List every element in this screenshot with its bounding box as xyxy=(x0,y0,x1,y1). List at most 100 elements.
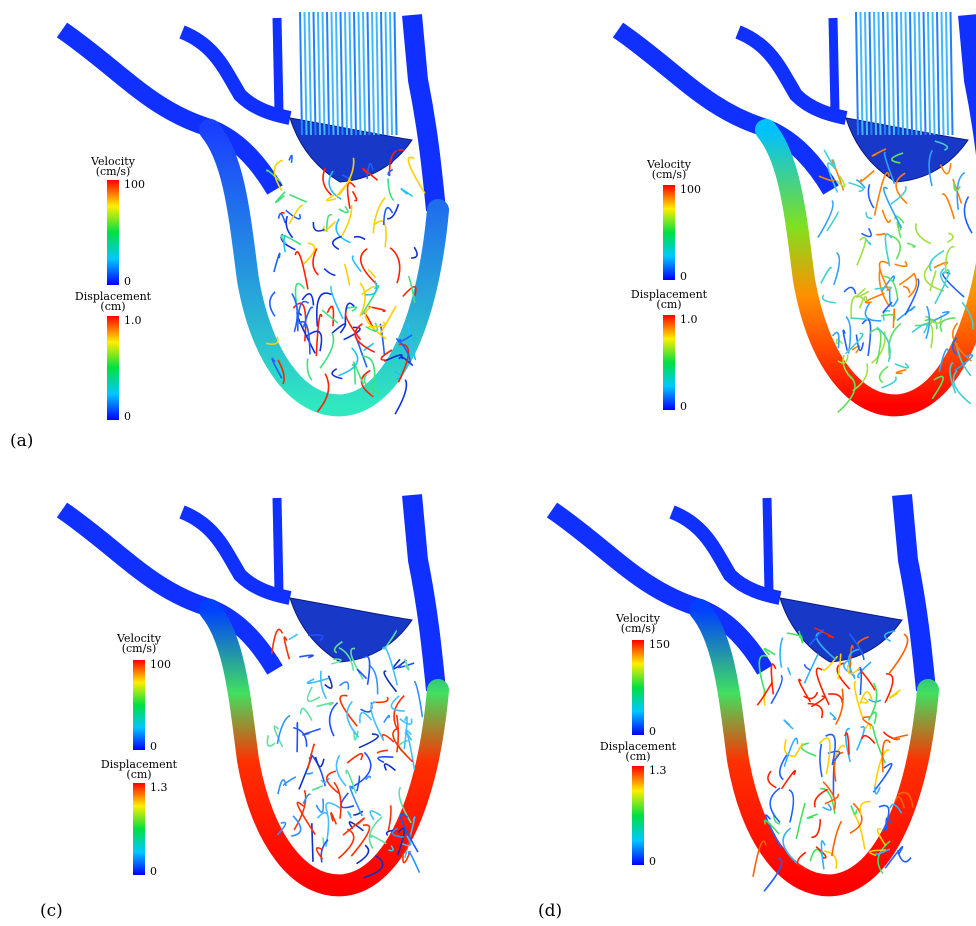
streamline xyxy=(844,727,852,763)
streamline xyxy=(884,233,893,267)
streamline xyxy=(876,232,886,236)
streamline xyxy=(312,248,319,276)
streamline xyxy=(321,309,339,324)
streamline xyxy=(895,368,907,375)
streamline xyxy=(939,163,952,175)
streamline xyxy=(763,857,783,892)
streamline xyxy=(351,254,362,273)
colorbar-tick: 1.3 xyxy=(150,781,168,794)
inflow-streamline xyxy=(299,11,303,136)
streamline xyxy=(389,247,401,284)
streamline xyxy=(907,272,918,298)
streamline xyxy=(285,209,301,220)
streamline xyxy=(315,798,325,813)
streamline xyxy=(291,293,299,333)
streamline xyxy=(379,305,397,334)
colorbar xyxy=(632,640,644,735)
inflow-streamline xyxy=(864,11,868,136)
streamline xyxy=(289,193,308,203)
streamline xyxy=(306,686,321,703)
streamline xyxy=(346,753,364,764)
streamline xyxy=(897,791,914,808)
inflow-streamline xyxy=(326,11,330,136)
streamline xyxy=(285,215,294,239)
streamline xyxy=(302,242,316,265)
panel-label: (d) xyxy=(538,901,562,921)
streamline xyxy=(822,781,837,811)
streamline xyxy=(265,336,279,345)
streamline xyxy=(859,691,873,704)
panel: Velocity(cm/s)1000Displacement(cm)1.00(b… xyxy=(612,11,976,417)
streamline xyxy=(853,680,864,718)
streamline xyxy=(819,743,823,778)
streamline xyxy=(360,702,373,713)
streamline xyxy=(341,204,353,236)
inflow-streamline xyxy=(922,11,927,136)
streamline xyxy=(783,719,794,730)
streamline xyxy=(302,306,314,328)
vessel xyxy=(612,22,839,195)
streamline xyxy=(407,275,416,303)
colorbar-title: Displacement xyxy=(101,758,178,771)
streamline xyxy=(836,662,851,690)
streamline xyxy=(306,358,313,381)
streamline xyxy=(331,323,347,334)
inflow-streamline xyxy=(904,11,909,136)
streamline xyxy=(331,368,343,380)
streamline xyxy=(939,317,956,333)
streamline xyxy=(296,801,316,836)
streamline xyxy=(867,183,875,209)
streamline xyxy=(299,654,314,659)
streamline xyxy=(954,354,974,372)
streamline xyxy=(803,691,819,700)
streamline xyxy=(896,305,916,322)
streamline xyxy=(877,840,891,874)
colorbar-title: Velocity xyxy=(90,155,136,168)
inflow-streamline xyxy=(945,11,949,136)
streamline xyxy=(865,212,873,220)
streamline xyxy=(322,837,325,844)
vessel xyxy=(735,25,848,125)
streamline xyxy=(848,633,865,661)
colorbar-tick: 1.3 xyxy=(649,764,667,777)
streamline xyxy=(359,248,378,286)
streamline xyxy=(806,813,819,819)
streamline xyxy=(891,152,904,164)
streamline xyxy=(324,675,333,689)
streamline xyxy=(365,280,378,296)
streamline xyxy=(266,735,276,747)
streamline xyxy=(892,734,909,740)
inflow-streamline xyxy=(886,11,891,136)
streamline xyxy=(898,272,915,286)
streamline xyxy=(319,670,328,700)
vessel xyxy=(958,14,976,156)
streamline xyxy=(364,306,387,340)
streamline xyxy=(949,362,957,394)
panel: Velocity(cm/s)100 0 Displacement(cm)1.0 0 (a… xyxy=(10,11,449,451)
streamline xyxy=(873,171,890,216)
streamline xyxy=(864,238,872,246)
colorbar-tick: 0 xyxy=(124,410,131,423)
streamline xyxy=(368,816,383,849)
streamline xyxy=(362,355,376,396)
colorbar xyxy=(663,315,675,410)
streamline xyxy=(353,810,364,816)
panel: Velocity(cm/s) 150 0 Displacement(cm)1.3 0 (d… xyxy=(538,494,939,921)
streamline xyxy=(364,775,371,781)
streamline xyxy=(391,827,405,838)
inflow-streamline xyxy=(940,11,945,136)
inflow-streamline xyxy=(357,11,362,136)
colorbar-unit: (cm) xyxy=(656,298,681,311)
streamline xyxy=(868,849,887,857)
streamline xyxy=(831,820,843,857)
colorbar-tick: 1.0 xyxy=(680,313,698,326)
streamline xyxy=(363,854,384,879)
streamline xyxy=(306,743,315,770)
streamline xyxy=(333,781,342,819)
streamline xyxy=(758,654,768,693)
streamline xyxy=(273,725,284,748)
streamline xyxy=(884,845,904,869)
streamline xyxy=(823,149,836,168)
streamline xyxy=(928,149,934,187)
streamline xyxy=(800,742,817,757)
